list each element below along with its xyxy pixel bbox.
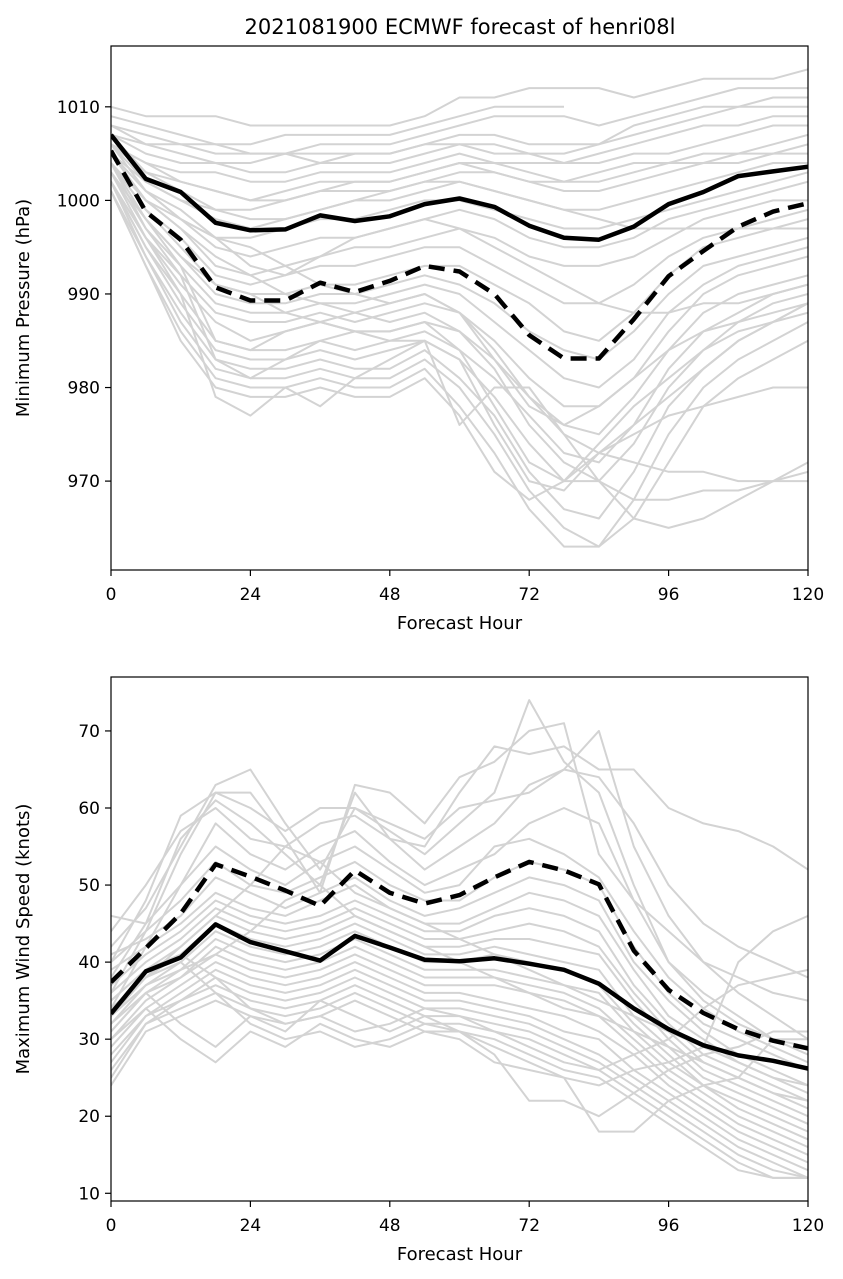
pressure-member-line-12: [111, 152, 808, 258]
pressure-member-line-4: [111, 96, 808, 164]
pressure-y-tick-label: 1000: [57, 191, 100, 211]
wind-member-line-16: [111, 938, 808, 1141]
pressure-member-line-30: [111, 171, 808, 483]
wind-x-tick-label: 0: [106, 1216, 117, 1236]
wind-summary-lines: [111, 859, 808, 1071]
wind-y-tick-label: 10: [78, 1184, 100, 1204]
wind-x-tick-label: 24: [240, 1216, 262, 1236]
wind-x-ticks: 0 24 48 72 96 120: [106, 1201, 824, 1236]
wind-member-line-21: [111, 976, 808, 1179]
pressure-x-tick-label: 48: [379, 585, 401, 605]
wind-member-line-4: [111, 729, 808, 1041]
wind-member-line-23: [111, 991, 808, 1179]
wind-solid-summary-line: [111, 922, 808, 1071]
wind-panel: 0 24 48 72 96 120 10 20 30 40 50 60 70 Forecast Hou…: [13, 676, 824, 1265]
wind-y-tick-label: 70: [78, 722, 100, 742]
pressure-y-axis-label: Minimum Pressure (hPa): [13, 199, 34, 417]
pressure-y-ticks: 970 980 990 1000 1010: [57, 98, 111, 492]
pressure-member-line-16: [111, 171, 808, 361]
pressure-dashed-summary-line: [111, 149, 808, 361]
wind-member-line-25: [111, 1007, 808, 1133]
wind-y-tick-label: 50: [78, 876, 100, 896]
figure-title: 2021081900 ECMWF forecast of henri08l: [245, 15, 676, 39]
pressure-x-ticks: 0 24 48 72 96 120: [106, 570, 824, 605]
pressure-x-tick-label: 72: [518, 585, 540, 605]
pressure-member-line-31: [111, 162, 808, 426]
pressure-member-line-9: [111, 143, 808, 211]
pressure-member-line-6: [111, 115, 808, 174]
wind-member-line-18: [111, 953, 808, 1156]
wind-member-line-3: [111, 745, 808, 979]
wind-x-axis-label: Forecast Hour: [397, 1244, 523, 1265]
pressure-y-tick-label: 1010: [57, 98, 100, 118]
pressure-axes-frame: [110, 45, 809, 571]
wind-x-tick-label: 72: [518, 1216, 540, 1236]
pressure-solid-summary-line: [111, 133, 808, 242]
pressure-y-tick-label: 970: [68, 472, 100, 492]
pressure-member-line-33: [111, 143, 808, 230]
wind-x-tick-label: 96: [658, 1216, 680, 1236]
wind-member-line-17: [111, 945, 808, 1149]
pressure-member-line-27: [111, 153, 808, 501]
wind-member-line-27: [111, 914, 808, 1087]
wind-member-line-1: [111, 699, 808, 1048]
pressure-member-line-26: [111, 162, 808, 529]
wind-axes-frame: [110, 676, 809, 1202]
wind-member-line-10: [111, 884, 808, 1095]
wind-member-line-7: [111, 837, 808, 1064]
pressure-summary-lines: [111, 133, 808, 361]
wind-member-line-19: [111, 961, 808, 1164]
pressure-member-line-29: [111, 181, 808, 492]
wind-member-line-8: [111, 860, 808, 1071]
pressure-panel: 0 24 48 72 96 120 970 980 990 1000 1010 Forecast …: [13, 45, 824, 634]
wind-member-line-28: [111, 953, 808, 1071]
pressure-member-line-14: [111, 162, 808, 305]
wind-member-line-2: [111, 722, 808, 1002]
wind-x-tick-label: 48: [379, 1216, 401, 1236]
pressure-member-line-32: [111, 153, 808, 314]
wind-member-line-5: [111, 768, 808, 979]
pressure-member-line-3: [111, 87, 808, 155]
pressure-x-tick-label: 120: [792, 585, 824, 605]
pressure-member-line-2: [111, 105, 564, 146]
wind-y-tick-label: 40: [78, 953, 100, 973]
wind-y-tick-label: 20: [78, 1107, 100, 1127]
pressure-member-line-7: [111, 124, 808, 183]
wind-member-line-6: [111, 807, 808, 1056]
pressure-member-line-24: [111, 190, 808, 548]
pressure-x-axis-label: Forecast Hour: [397, 613, 523, 634]
pressure-member-line-22: [111, 181, 808, 520]
wind-y-ticks: 10 20 30 40 50 60 70: [78, 722, 111, 1204]
wind-y-axis-label: Maximum Wind Speed (knots): [13, 804, 34, 1075]
pressure-member-line-25: [111, 190, 808, 501]
wind-x-tick-label: 120: [792, 1216, 824, 1236]
pressure-x-tick-label: 96: [658, 585, 680, 605]
wind-y-tick-label: 30: [78, 1030, 100, 1050]
pressure-x-tick-label: 24: [240, 585, 262, 605]
pressure-y-tick-label: 980: [68, 379, 100, 399]
pressure-x-tick-label: 0: [106, 585, 117, 605]
wind-member-lines: [111, 699, 808, 1179]
pressure-member-line-23: [111, 190, 808, 548]
pressure-member-line-17: [111, 171, 808, 389]
pressure-member-line-34: [111, 134, 808, 202]
wind-dashed-summary-line: [111, 859, 808, 1051]
pressure-member-line-1: [111, 68, 808, 127]
wind-member-line-9: [111, 876, 808, 1087]
wind-y-tick-label: 60: [78, 799, 100, 819]
pressure-y-tick-label: 990: [68, 285, 100, 305]
wind-member-line-20: [111, 968, 808, 1172]
